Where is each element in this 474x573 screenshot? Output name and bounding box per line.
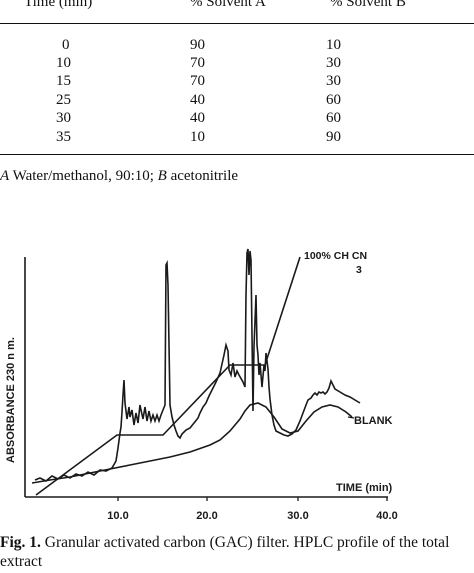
table-cell: 40 [190,92,205,108]
col-header-solvent-a: % Solvent A [190,0,266,10]
caption-text: Granular activated carbon (GAC) filter. … [0,534,450,570]
gradient-annotation-subscript: 3 [356,264,362,276]
table-cell: 30 [326,55,341,71]
series-extract-line [34,248,361,482]
x-tick-label: 30.0 [287,510,308,522]
table-cell: 0 [62,37,70,53]
table-cell: 25 [56,92,71,108]
table-footnote: A Water/methanol, 90:10; B acetonitrile [0,168,238,185]
x-tick-label: 20.0 [196,510,217,522]
table-cell: 40 [190,110,205,126]
x-tick-label: 40.0 [376,510,397,522]
table-cell: 90 [326,129,341,145]
col-header-solvent-b: % Solvent B [330,0,406,10]
table-cell: 30 [326,73,341,89]
x-axis-label: TIME (min) [336,482,393,494]
table-rule-bottom [0,154,474,155]
table-cell: 70 [190,73,205,89]
table-cell: 70 [190,55,205,71]
series-blank-line [31,402,353,484]
gradient-program-line [35,256,301,496]
table-cell: 15 [56,73,71,89]
table-cell: 10 [56,55,71,71]
table-cell: 60 [326,92,341,108]
table-cell: 10 [326,37,341,53]
figure-caption: Fig. 1. Granular activated carbon (GAC) … [0,533,474,571]
footnote-text-b: acetonitrile [166,168,239,184]
table-cell: 10 [190,129,205,145]
caption-label: Fig. 1. [0,534,41,551]
blank-label-leader [347,416,355,419]
table-cell: 35 [56,129,71,145]
col-header-time: Time (min) [24,0,93,10]
footnote-letter-a: A [0,168,10,184]
gradient-annotation: 100% CH CN [304,250,367,262]
table-cell: 90 [190,37,205,53]
table-cell: 60 [326,110,341,126]
chromatogram-figure: 10.0 20.0 30.0 40.0 TIME (min) ABSORBANC… [0,235,474,530]
y-axis-label: ABSORBANCE 230 n m. [5,337,17,463]
footnote-text-a: Water/methanol, 90:10; [9,168,158,184]
x-tick-label: 10.0 [107,510,128,522]
table-cell: 30 [56,110,71,126]
table-rule-top [0,23,474,24]
footnote-letter-b: B [157,168,167,184]
chromatogram-svg: 10.0 20.0 30.0 40.0 TIME (min) ABSORBANC… [5,248,398,522]
blank-label: BLANK [354,415,393,427]
